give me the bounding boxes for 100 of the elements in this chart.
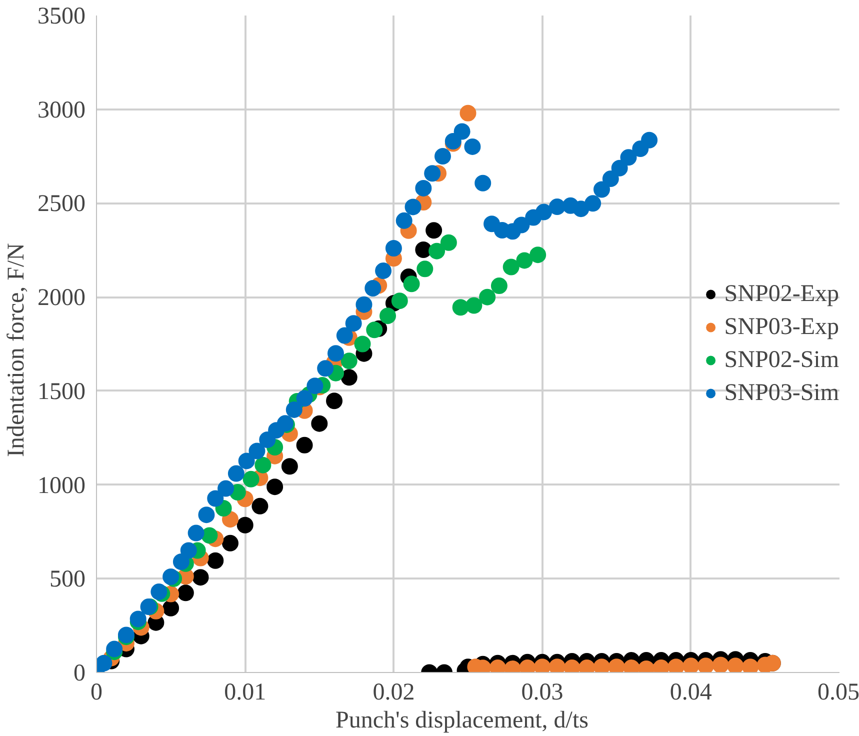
point <box>218 480 234 497</box>
point <box>620 149 637 166</box>
point <box>426 222 442 239</box>
point <box>479 288 496 306</box>
y-tick-label: 2500 <box>38 191 86 218</box>
point <box>454 123 470 140</box>
point <box>96 654 112 672</box>
point <box>317 360 334 377</box>
x-axis-title: Punch's displacement, d/ts <box>336 708 588 734</box>
y-tick-label: 1500 <box>38 378 86 405</box>
point <box>254 456 272 474</box>
point <box>375 262 392 280</box>
point <box>222 534 238 552</box>
point <box>326 392 343 410</box>
point <box>188 524 204 542</box>
point <box>502 258 520 276</box>
point <box>415 180 432 196</box>
point <box>391 292 408 310</box>
y-axis-title: Indentation force, F/N <box>4 243 30 457</box>
point <box>396 212 412 229</box>
point <box>207 490 224 507</box>
point <box>380 308 396 324</box>
y-tick-label: 3000 <box>38 97 86 124</box>
point <box>336 327 353 344</box>
x-tick-label: 0.05 <box>818 680 859 706</box>
point <box>106 640 123 658</box>
point <box>236 516 254 534</box>
point <box>354 336 371 352</box>
point <box>222 511 238 528</box>
point <box>198 506 215 524</box>
point <box>584 195 602 212</box>
y-tick-label: 3500 <box>38 4 86 30</box>
point <box>440 234 457 251</box>
point <box>593 181 610 198</box>
point <box>474 174 492 192</box>
point <box>366 322 383 338</box>
point <box>207 552 224 569</box>
point <box>180 542 197 559</box>
point <box>513 216 530 234</box>
x-tick-label: 0.02 <box>372 680 415 706</box>
point <box>682 658 700 672</box>
legend-label: SNP02-Sim <box>724 346 839 374</box>
point <box>356 296 372 313</box>
point <box>252 498 268 514</box>
point <box>641 132 658 148</box>
point <box>162 600 180 616</box>
point <box>286 401 302 418</box>
point <box>296 390 313 407</box>
point <box>536 204 552 220</box>
point <box>593 658 610 672</box>
point <box>490 278 508 294</box>
x-tick-label: 0 <box>90 680 102 706</box>
point <box>266 478 284 496</box>
point <box>428 242 446 260</box>
point <box>248 442 266 460</box>
point <box>340 369 358 386</box>
point <box>296 436 313 454</box>
y-tick-label: 1000 <box>38 472 86 499</box>
y-tick-label: 500 <box>50 566 86 593</box>
point <box>385 240 402 256</box>
point <box>242 470 260 488</box>
point <box>162 568 180 585</box>
point <box>404 198 422 216</box>
point <box>534 658 551 672</box>
point <box>424 165 441 182</box>
point <box>327 345 344 362</box>
point <box>608 658 625 672</box>
y-tick-label: 0 <box>74 660 86 686</box>
point <box>201 527 218 544</box>
point <box>466 297 482 314</box>
point <box>727 658 744 672</box>
point <box>530 246 546 264</box>
point <box>548 198 566 216</box>
point <box>340 352 358 370</box>
legend-label: SNP02-Exp <box>724 280 839 308</box>
legend-label: SNP03-Sim <box>724 380 839 406</box>
point <box>364 280 382 296</box>
point <box>698 658 714 672</box>
point <box>416 260 434 278</box>
x-tick-label: 0.01 <box>224 680 266 706</box>
point <box>712 656 729 672</box>
x-tick-label: 0.03 <box>521 680 564 706</box>
point <box>548 658 566 672</box>
point <box>177 584 194 602</box>
point <box>415 242 432 258</box>
point <box>460 104 476 122</box>
point <box>602 170 619 188</box>
point <box>228 465 244 482</box>
point <box>345 315 362 332</box>
point <box>452 299 469 316</box>
point <box>306 378 324 394</box>
point <box>150 584 168 600</box>
point <box>403 276 420 292</box>
point <box>238 452 255 470</box>
point <box>130 610 146 628</box>
point <box>192 569 209 586</box>
point <box>516 252 533 269</box>
point <box>668 658 684 672</box>
point <box>434 148 451 165</box>
point <box>172 554 190 570</box>
